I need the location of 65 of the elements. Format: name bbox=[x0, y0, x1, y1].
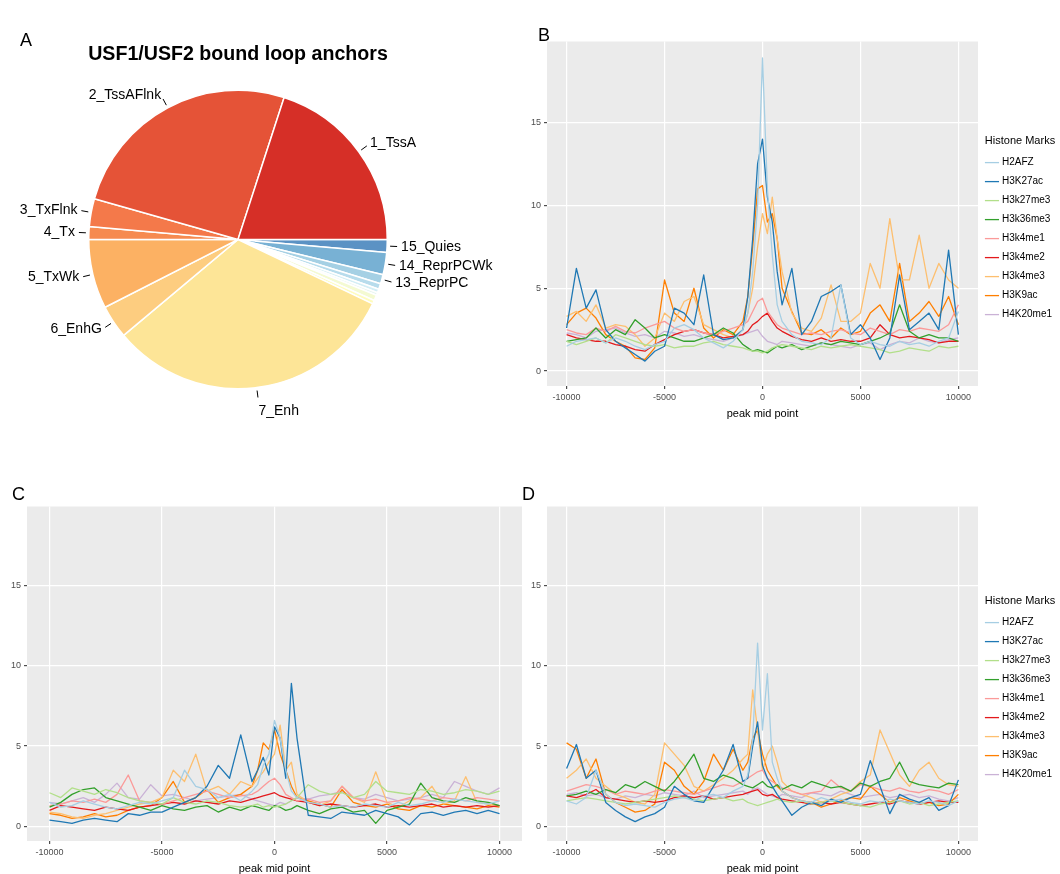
legend-label: H3k4me3 bbox=[1001, 730, 1046, 742]
x-tick-label: 0 bbox=[759, 846, 765, 857]
slice-label: 2_TssAFlnk bbox=[88, 86, 163, 103]
slice-label: 7_Enh bbox=[258, 402, 299, 419]
legend-label: H3k4me2 bbox=[1001, 251, 1046, 263]
legend-label: H3k4me1 bbox=[1001, 692, 1046, 704]
text: C bbox=[12, 484, 25, 505]
slice-label: 6_EnhG bbox=[50, 320, 102, 337]
text: A bbox=[20, 30, 33, 51]
x-tick-label: -5000 bbox=[653, 391, 677, 402]
legend-label: H3k4me2 bbox=[1001, 711, 1046, 723]
x-tick-label: 5000 bbox=[850, 391, 871, 402]
slice-label: 14_ReprPCWk bbox=[399, 256, 494, 273]
legend-label: H4K20me1 bbox=[1001, 768, 1053, 780]
slice-label: 5_TxWk bbox=[27, 268, 81, 285]
x-axis-title: peak mid point bbox=[726, 862, 799, 874]
chart-title: USF1/USF2 bound loop anchors bbox=[88, 41, 388, 64]
y-tick-label: 5 bbox=[16, 740, 22, 751]
y-tick-label: 5 bbox=[536, 282, 542, 293]
text: D bbox=[522, 484, 535, 505]
x-tick-label: 10000 bbox=[945, 846, 971, 857]
y-tick-label: 0 bbox=[536, 821, 542, 832]
legend-label: H3k4me1 bbox=[1001, 232, 1046, 244]
y-tick-label: 15 bbox=[11, 579, 22, 590]
y-tick-label: 15 bbox=[531, 117, 542, 128]
y-tick-label: 10 bbox=[11, 660, 22, 671]
y-tick-label: 15 bbox=[531, 579, 542, 590]
x-tick-label: 10000 bbox=[486, 846, 513, 857]
x-tick-label: -10000 bbox=[552, 391, 581, 402]
legend-label: H3k4me3 bbox=[1001, 270, 1046, 282]
y-tick-label: 0 bbox=[536, 365, 542, 376]
x-axis-title: peak mid point bbox=[238, 862, 311, 874]
legend-label: H3K27ac bbox=[1001, 175, 1044, 187]
x-tick-label: -5000 bbox=[653, 846, 677, 857]
x-tick-label: 10000 bbox=[945, 391, 971, 402]
y-tick-label: 5 bbox=[536, 740, 542, 751]
legend-label: H4K20me1 bbox=[1001, 308, 1053, 320]
legend-label: H3k36me3 bbox=[1001, 673, 1051, 685]
x-tick-label: 0 bbox=[272, 846, 278, 857]
x-tick-label: -10000 bbox=[35, 846, 64, 857]
x-tick-label: 5000 bbox=[850, 846, 871, 857]
legend-label: H2AFZ bbox=[1001, 156, 1034, 168]
legend-label: H3K27ac bbox=[1001, 635, 1044, 647]
legend-title: Histone Marks bbox=[984, 593, 1056, 606]
x-tick-label: -5000 bbox=[150, 846, 174, 857]
legend-label: H2AFZ bbox=[1001, 616, 1034, 628]
legend-label: H3k27me3 bbox=[1001, 194, 1051, 206]
legend-label: H3k27me3 bbox=[1001, 654, 1051, 666]
x-tick-label: 5000 bbox=[376, 846, 398, 857]
slice-label: 3_TxFlnk bbox=[19, 200, 79, 217]
slice-label: 4_Tx bbox=[43, 223, 75, 240]
slice-label: 1_TssA bbox=[370, 134, 417, 151]
y-tick-label: 10 bbox=[531, 199, 542, 210]
x-tick-label: -10000 bbox=[552, 846, 581, 857]
legend-title: Histone Marks bbox=[984, 133, 1056, 146]
y-tick-label: 0 bbox=[16, 821, 22, 832]
slice-label: 15_Quies bbox=[401, 237, 462, 254]
x-tick-label: 0 bbox=[759, 391, 765, 402]
x-axis-title: peak mid point bbox=[726, 407, 799, 420]
annotation: B bbox=[538, 25, 551, 46]
legend-label: H3k36me3 bbox=[1001, 213, 1051, 225]
legend-label: H3K9ac bbox=[1001, 289, 1038, 301]
slice-label: 13_ReprPC bbox=[395, 273, 469, 290]
legend-label: H3K9ac bbox=[1001, 749, 1038, 761]
y-tick-label: 10 bbox=[531, 660, 542, 671]
